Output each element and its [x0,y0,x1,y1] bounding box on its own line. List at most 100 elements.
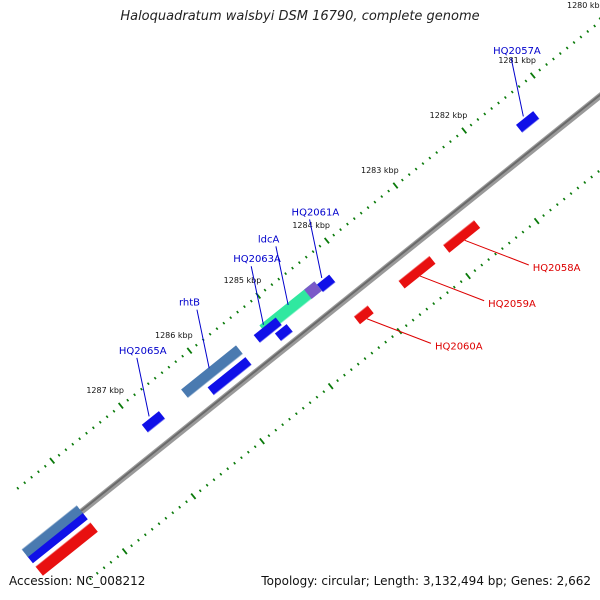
outer-scale-tick [339,228,342,232]
outer-scale-tick [435,151,439,155]
inner-scale-tick [212,478,216,482]
outer-scale-tick [30,475,33,479]
outer-scale-tick [167,365,171,369]
gene-label-hq2057a[interactable]: HQ2057A [493,46,541,57]
inner-scale-tick [164,516,168,520]
forward-gene-unlabeled-0[interactable] [274,324,293,342]
outer-scale-tick [37,470,40,474]
gene-label-hq2059a[interactable]: HQ2059A [488,299,536,310]
reverse-gene-hq2059a-highlight [397,255,430,282]
inner-scale-tick [198,489,202,493]
outer-scale-tick [483,112,487,116]
outer-scale-tick [85,431,88,435]
inner-scale-tick [95,571,99,575]
inner-scale-tick [315,395,319,399]
inner-scale-tick [473,269,477,273]
inner-scale-tick [494,252,497,256]
outer-scale-tick [311,250,315,254]
outer-scale-tick [277,277,281,281]
gene-label-hq2063a[interactable]: HQ2063A [233,254,281,265]
inner-scale-tick [322,390,326,394]
outer-scale-tick [352,217,356,221]
forward-gene-hq2063a[interactable] [253,317,282,343]
outer-scale-tick [565,46,569,50]
inner-scale-tick [219,472,223,476]
reverse-gene-hq2060a[interactable] [353,305,374,325]
inner-scale-tick [465,272,471,280]
outer-scale-tick [117,402,124,410]
reverse-gene-clipped[interactable] [35,522,98,576]
outer-scale-tick [249,299,253,303]
inner-scale-tick [121,547,128,555]
kbp-tick-label: 1282 kbp [430,111,468,120]
forward-gene-hq2057a-highlight [521,118,540,134]
inner-scale-tick [377,346,381,350]
outer-scale-tick [490,107,494,111]
outer-scale-tick [243,305,246,309]
inner-scale-tick [288,417,291,421]
outer-scale-tick [586,30,590,33]
inner-scale-tick [171,511,175,515]
inner-scale-tick [363,357,367,361]
gene-label-hq2065a[interactable]: HQ2065A [119,346,167,357]
forward-gene-hq2065a[interactable] [141,411,166,433]
outer-scale-tick [64,448,68,452]
inner-scale-tick [259,437,265,445]
inner-scale-tick [404,324,408,328]
inner-scale-tick [597,170,600,174]
gene-label-hq2061a[interactable]: HQ2061A [292,207,340,218]
outer-scale-tick [304,255,308,259]
inner-scale-tick [308,401,312,405]
outer-scale-tick [112,409,116,413]
forward-gene-hq2057a[interactable] [516,111,540,133]
inner-scale-tick [549,208,552,212]
outer-scale-tick [517,85,521,88]
gene-label-hq2058a[interactable]: HQ2058A [533,263,581,274]
outer-scale-tick [323,237,330,244]
forward-gene-clipped[interactable] [26,511,88,564]
outer-scale-tick [146,382,150,386]
forward-gene-hq2061a[interactable] [316,274,336,293]
outer-scale-tick [181,354,185,358]
reverse-gene-hq2058a[interactable] [443,220,481,253]
inner-scale-tick [590,175,594,179]
reverse-gene-hq2059a[interactable] [398,255,436,289]
outer-scale-tick [461,127,468,134]
leader-line [196,309,210,369]
leader-line [366,318,432,344]
inner-scale-tick [205,483,209,487]
outer-scale-tick [291,266,294,270]
inner-scale-tick [439,296,442,300]
inner-scale-tick [294,412,298,416]
forward-gene-unlabeled-1[interactable] [207,357,252,396]
kbp-tick-label: 1281 kbp [498,56,536,65]
forward-gene-rhtb[interactable] [181,345,243,398]
outer-scale-tick [572,41,576,44]
inner-scale-tick [327,382,334,390]
outer-scale-tick [510,90,514,94]
rhtb-gene-clipped[interactable] [21,505,83,558]
genome-summary-text: Topology: circular; Length: 3,132,494 bp… [261,574,591,588]
inner-scale-tick [246,450,250,454]
outer-scale-tick [43,464,47,468]
kbp-tick-label: 1287 kbp [86,386,124,395]
kbp-tick-label: 1280 kbp [567,1,600,10]
inner-scale-tick [514,236,518,240]
outer-scale-tick [49,457,56,465]
outer-scale-tick [455,134,459,138]
inner-scale-tick [267,434,271,438]
inner-scale-tick [190,492,197,500]
inner-scale-tick [274,428,278,432]
leader-line [419,275,485,302]
reverse-gene-clipped-highlight [34,521,91,568]
gene-label-ldca[interactable]: ldcA [258,234,280,245]
leader-line [510,57,524,117]
outer-scale-tick [442,145,445,149]
gene-label-hq2060a[interactable]: HQ2060A [435,341,483,352]
outer-scale-tick [126,398,130,402]
inner-scale-tick [384,340,388,344]
gene-label-rhtb[interactable]: rhtB [179,298,200,309]
forward-gene-ldca-tip [304,281,322,299]
outer-scale-tick [421,162,425,166]
